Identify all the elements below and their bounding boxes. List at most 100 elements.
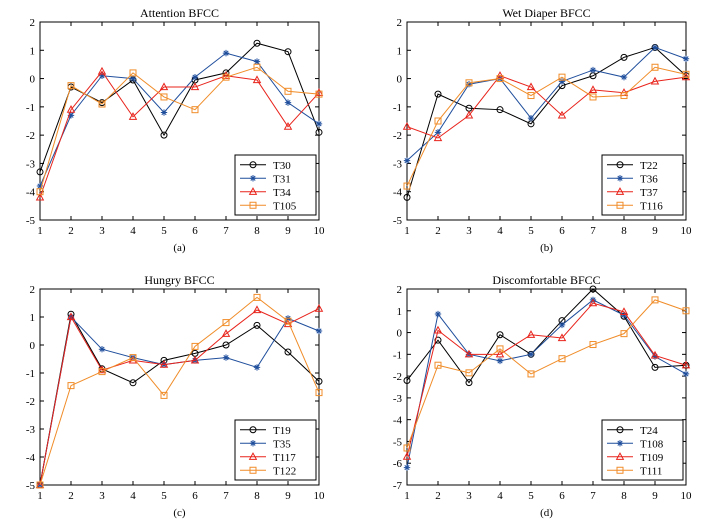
data-point bbox=[191, 106, 199, 114]
x-tick-label: 6 bbox=[192, 490, 198, 502]
y-tick-label: 0 bbox=[30, 74, 36, 86]
legend-marker bbox=[249, 440, 257, 447]
legend-entry: T108 bbox=[607, 438, 664, 450]
y-tick-label: -1 bbox=[393, 102, 402, 114]
data-point bbox=[433, 325, 443, 334]
chart-title: Wet Diaper BFCC bbox=[502, 6, 590, 20]
data-point bbox=[253, 58, 261, 65]
legend-marker bbox=[616, 426, 624, 434]
x-tick-label: 4 bbox=[130, 490, 136, 502]
y-tick-label: -2 bbox=[26, 396, 35, 408]
y-tick-label: -2 bbox=[393, 371, 402, 383]
data-point bbox=[434, 129, 442, 136]
legend-label: T108 bbox=[640, 438, 664, 450]
data-point bbox=[159, 82, 169, 91]
data-point bbox=[129, 69, 137, 77]
x-tick-label: 2 bbox=[68, 225, 74, 237]
data-point bbox=[589, 93, 597, 101]
data-point bbox=[283, 319, 293, 328]
data-point bbox=[284, 99, 292, 106]
chart-title: Hungry BFCC bbox=[144, 273, 214, 287]
legend-marker bbox=[616, 175, 624, 182]
x-tick-label: 1 bbox=[37, 490, 43, 502]
series-line bbox=[39, 66, 320, 192]
data-point bbox=[682, 70, 690, 78]
y-tick-label: -5 bbox=[393, 215, 403, 227]
series-line bbox=[39, 312, 320, 486]
data-point bbox=[650, 350, 660, 359]
data-point bbox=[496, 75, 504, 83]
data-point bbox=[252, 305, 262, 314]
x-tick-label: 10 bbox=[314, 490, 326, 502]
data-point bbox=[222, 73, 230, 81]
y-tick-label: -1 bbox=[26, 102, 35, 114]
legend-entry: T37 bbox=[607, 187, 658, 199]
data-point bbox=[315, 327, 323, 335]
data-point bbox=[558, 321, 566, 329]
x-tick-label: 3 bbox=[99, 225, 105, 237]
y-tick-label: -4 bbox=[393, 415, 403, 427]
legend-label: T34 bbox=[273, 187, 291, 199]
data-point bbox=[191, 342, 199, 350]
data-point bbox=[129, 354, 137, 362]
data-point bbox=[527, 351, 535, 358]
data-point bbox=[651, 296, 659, 304]
data-point bbox=[67, 112, 75, 119]
data-point bbox=[620, 53, 628, 61]
legend-marker bbox=[616, 440, 624, 447]
y-tick-label: -2 bbox=[393, 130, 402, 142]
y-tick-label: -5 bbox=[26, 215, 36, 227]
data-point bbox=[36, 481, 44, 489]
data-point bbox=[284, 317, 292, 325]
data-point bbox=[434, 336, 442, 344]
data-point bbox=[129, 75, 137, 82]
y-tick-label: -2 bbox=[26, 130, 35, 142]
data-point bbox=[284, 348, 292, 356]
legend-entry: T117 bbox=[240, 452, 296, 464]
data-point bbox=[36, 168, 44, 176]
x-tick-label: 5 bbox=[528, 490, 534, 502]
data-point bbox=[527, 92, 535, 100]
legend-entry: T22 bbox=[607, 160, 658, 172]
data-point bbox=[315, 128, 323, 136]
y-tick-label: 0 bbox=[30, 340, 36, 352]
panel-caption: (a) bbox=[173, 242, 186, 254]
data-point bbox=[160, 131, 168, 139]
legend-entry: T30 bbox=[240, 160, 291, 172]
x-tick-label: 4 bbox=[497, 490, 503, 502]
legend-entry: T116 bbox=[607, 200, 663, 212]
data-point bbox=[681, 72, 691, 81]
series-T109 bbox=[402, 298, 691, 460]
data-point bbox=[253, 39, 261, 47]
y-tick-label: -5 bbox=[26, 480, 36, 492]
series-T24 bbox=[403, 285, 690, 387]
data-point bbox=[253, 364, 261, 371]
series-T117 bbox=[35, 303, 324, 489]
x-tick-label: 5 bbox=[161, 490, 167, 502]
data-point bbox=[35, 192, 45, 201]
x-tick-label: 9 bbox=[285, 225, 291, 237]
data-point bbox=[160, 391, 168, 399]
x-tick-label: 2 bbox=[435, 490, 441, 502]
y-tick-label: -4 bbox=[393, 187, 403, 199]
data-point bbox=[98, 72, 106, 79]
data-point bbox=[620, 92, 628, 100]
data-point bbox=[402, 452, 412, 460]
data-point bbox=[589, 66, 597, 74]
data-point bbox=[315, 120, 323, 128]
data-point bbox=[558, 355, 566, 363]
data-point bbox=[464, 110, 474, 119]
data-point bbox=[620, 330, 628, 338]
data-point bbox=[36, 188, 44, 196]
data-point bbox=[283, 122, 293, 130]
x-tick-label: 10 bbox=[681, 490, 693, 502]
x-tick-label: 8 bbox=[254, 225, 260, 237]
series-line bbox=[406, 302, 687, 457]
legend-label: T24 bbox=[640, 425, 658, 437]
y-tick-label: -6 bbox=[393, 458, 403, 470]
y-tick-label: -1 bbox=[393, 349, 402, 361]
data-point bbox=[588, 298, 598, 307]
